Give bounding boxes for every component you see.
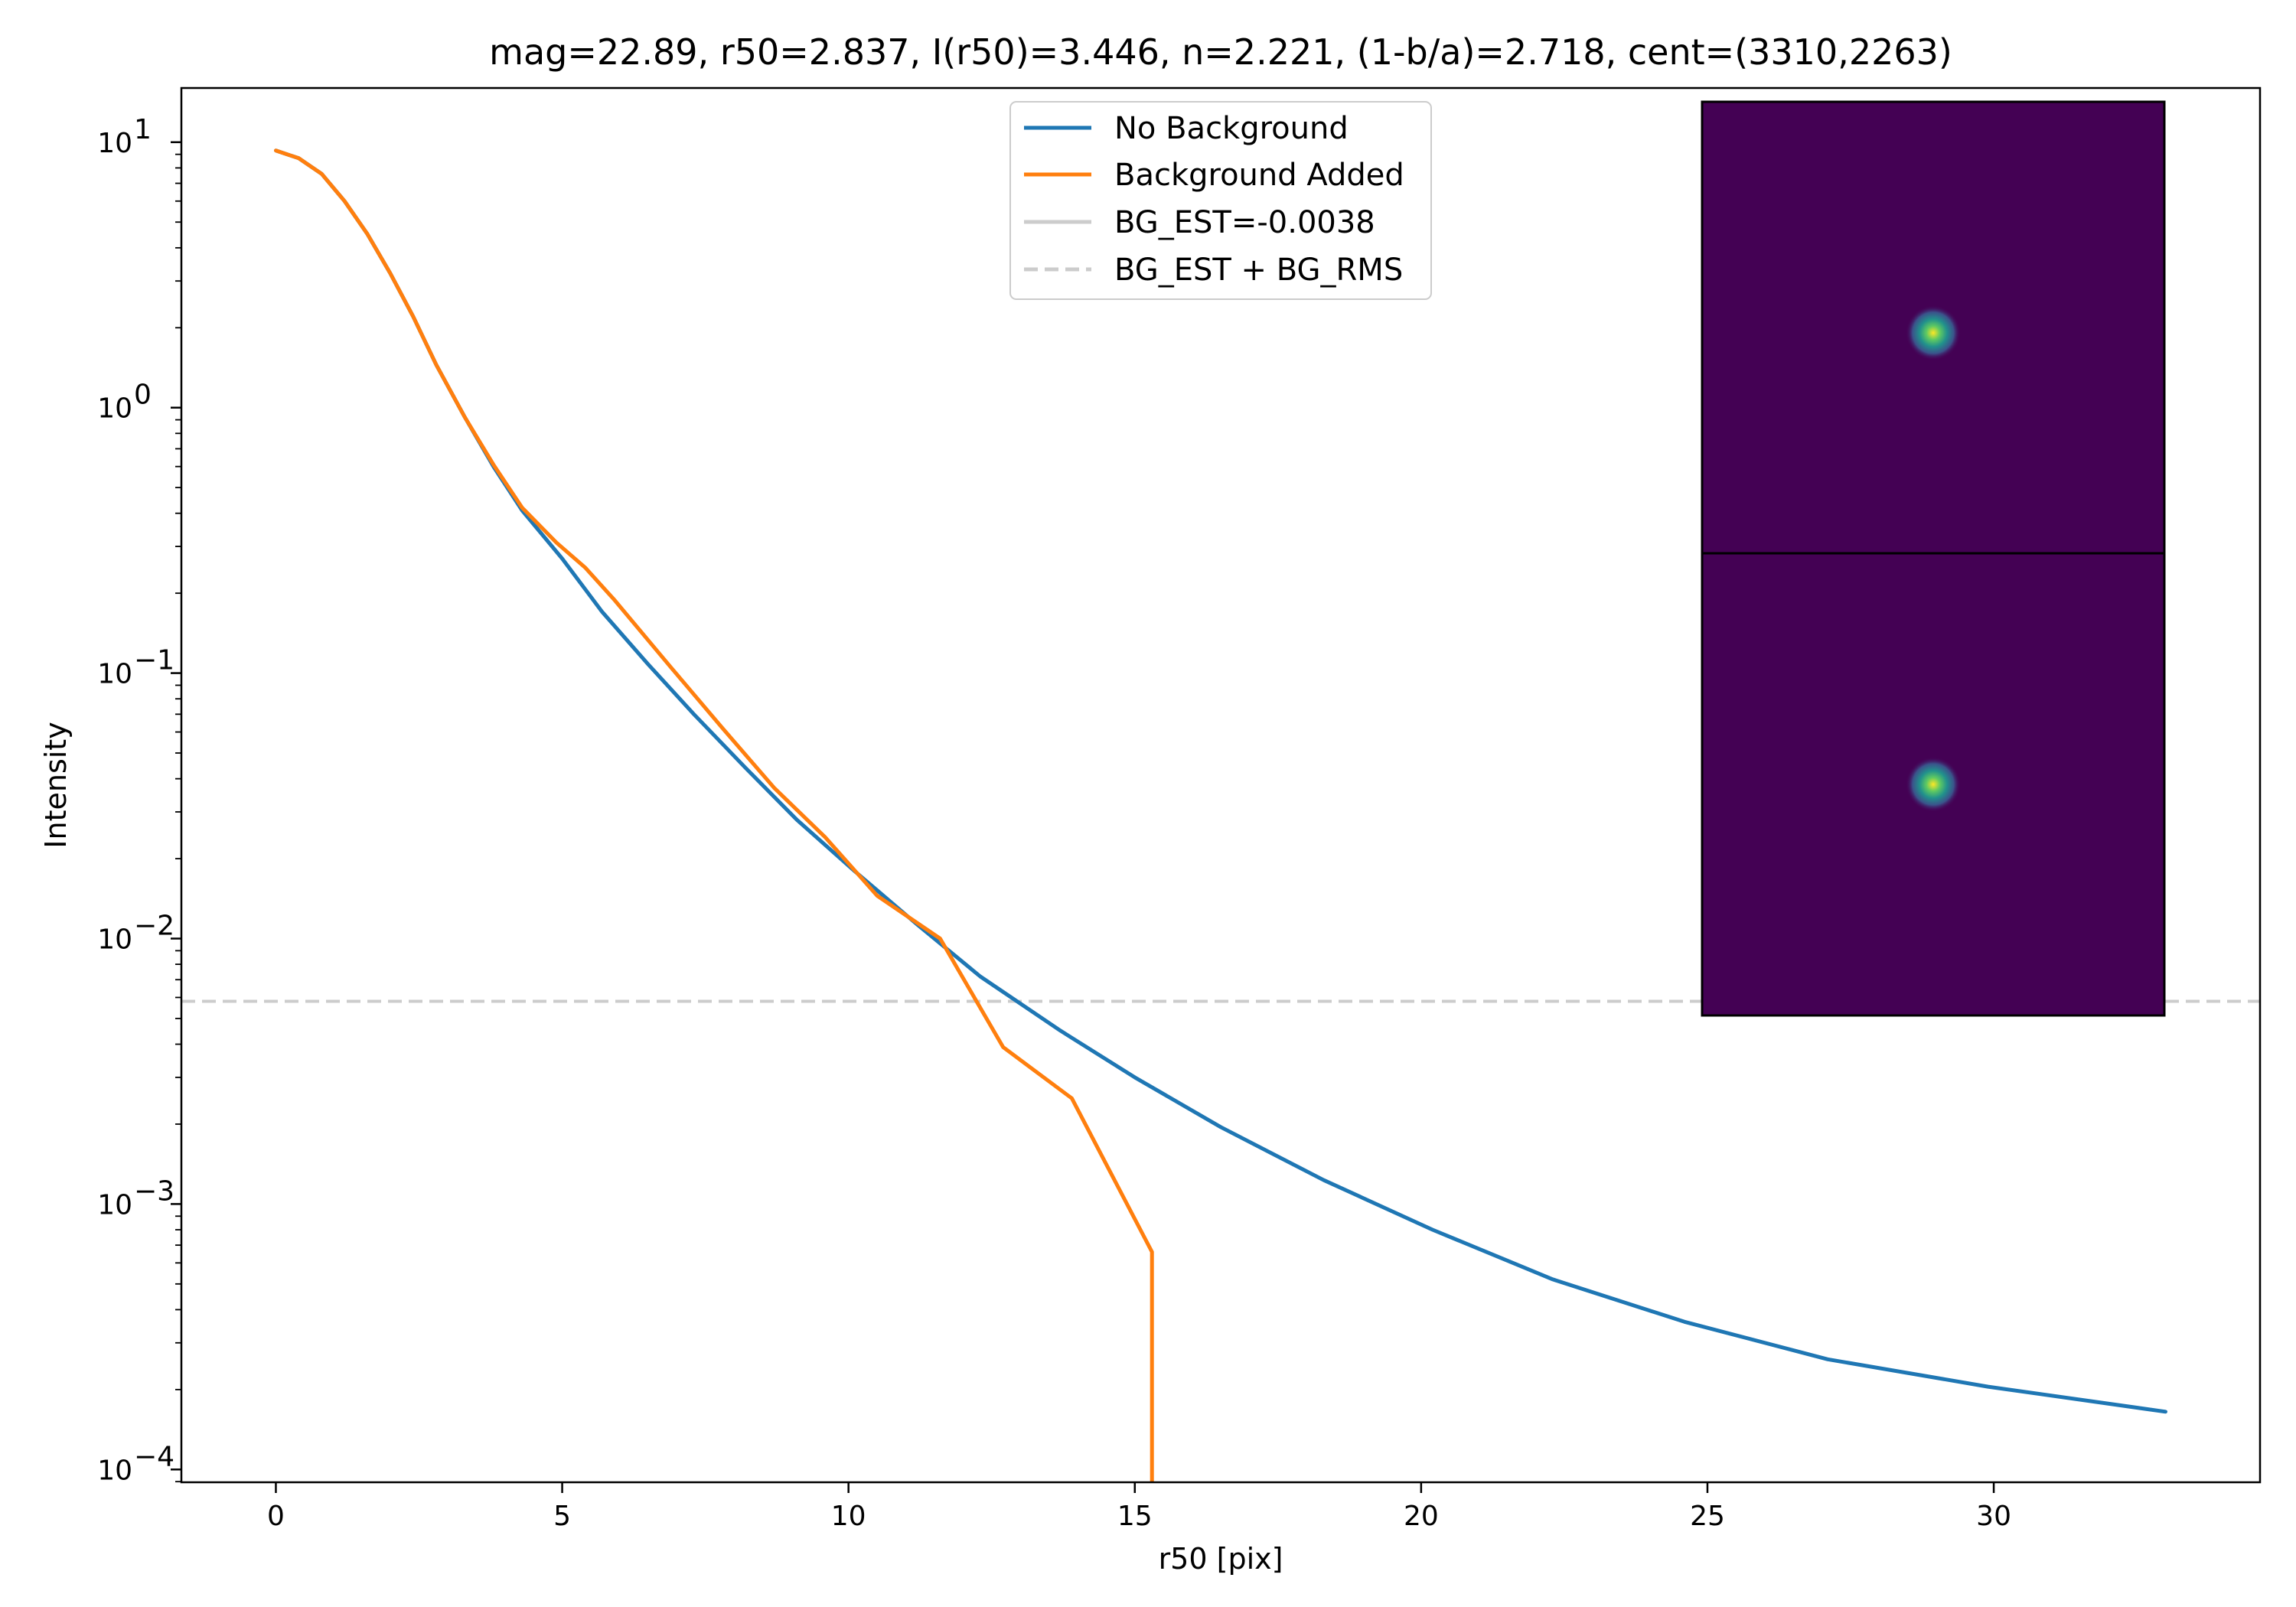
y-tick-exponent: 1 [134, 114, 152, 145]
y-tick-exponent: −3 [134, 1175, 174, 1207]
x-tick-label: 5 [553, 1501, 571, 1532]
chart-title: mag=22.89, r50=2.837, I(r50)=3.446, n=2.… [489, 31, 1952, 73]
model-glow [1906, 757, 1961, 812]
source-cutout [1701, 100, 2166, 556]
y-tick-exponent: −1 [134, 645, 174, 676]
y-tick-label: 10 [97, 1189, 132, 1221]
x-tick-label: 20 [1404, 1501, 1439, 1532]
legend-label-background-added: Background Added [1114, 158, 1404, 193]
plot-frame [180, 86, 2262, 1484]
y-tick-label: 10 [97, 924, 132, 955]
legend-label-no-background: No Background [1114, 111, 1349, 146]
y-tick-label: 10 [97, 128, 132, 159]
x-tick-label: 0 [267, 1501, 285, 1532]
inset-images [1701, 100, 2166, 1017]
model-cutout [1701, 552, 2166, 1017]
x-tick-label: 25 [1690, 1501, 1725, 1532]
x-tick-label: 15 [1117, 1501, 1153, 1532]
y-tick-label: 10 [97, 659, 132, 690]
y-tick-label: 10 [97, 1455, 132, 1486]
x-tick-label: 10 [831, 1501, 866, 1532]
legend-label-bg-est-plus-rms: BG_EST + BG_RMS [1114, 253, 1403, 288]
legend-box [1009, 101, 1432, 300]
y-axis-label: Intensity [39, 722, 73, 848]
series-line-1 [274, 148, 1154, 1482]
x-tick-label: 30 [1976, 1501, 2011, 1532]
x-axis-label: r50 [pix] [1159, 1542, 1283, 1576]
y-tick-exponent: −2 [134, 910, 174, 941]
legend: No Background Background Added BG_EST=-0… [1009, 101, 1432, 300]
source-glow [1906, 305, 1961, 360]
y-tick-exponent: 0 [134, 380, 152, 411]
series-lines [274, 148, 2167, 1482]
legend-label-bg-est: BG_EST=-0.0038 [1114, 205, 1375, 240]
y-tick-label: 10 [97, 393, 132, 425]
x-axis-ticks: 0 5 10 15 20 25 30 [267, 1482, 2011, 1532]
y-tick-exponent: −4 [134, 1441, 174, 1472]
